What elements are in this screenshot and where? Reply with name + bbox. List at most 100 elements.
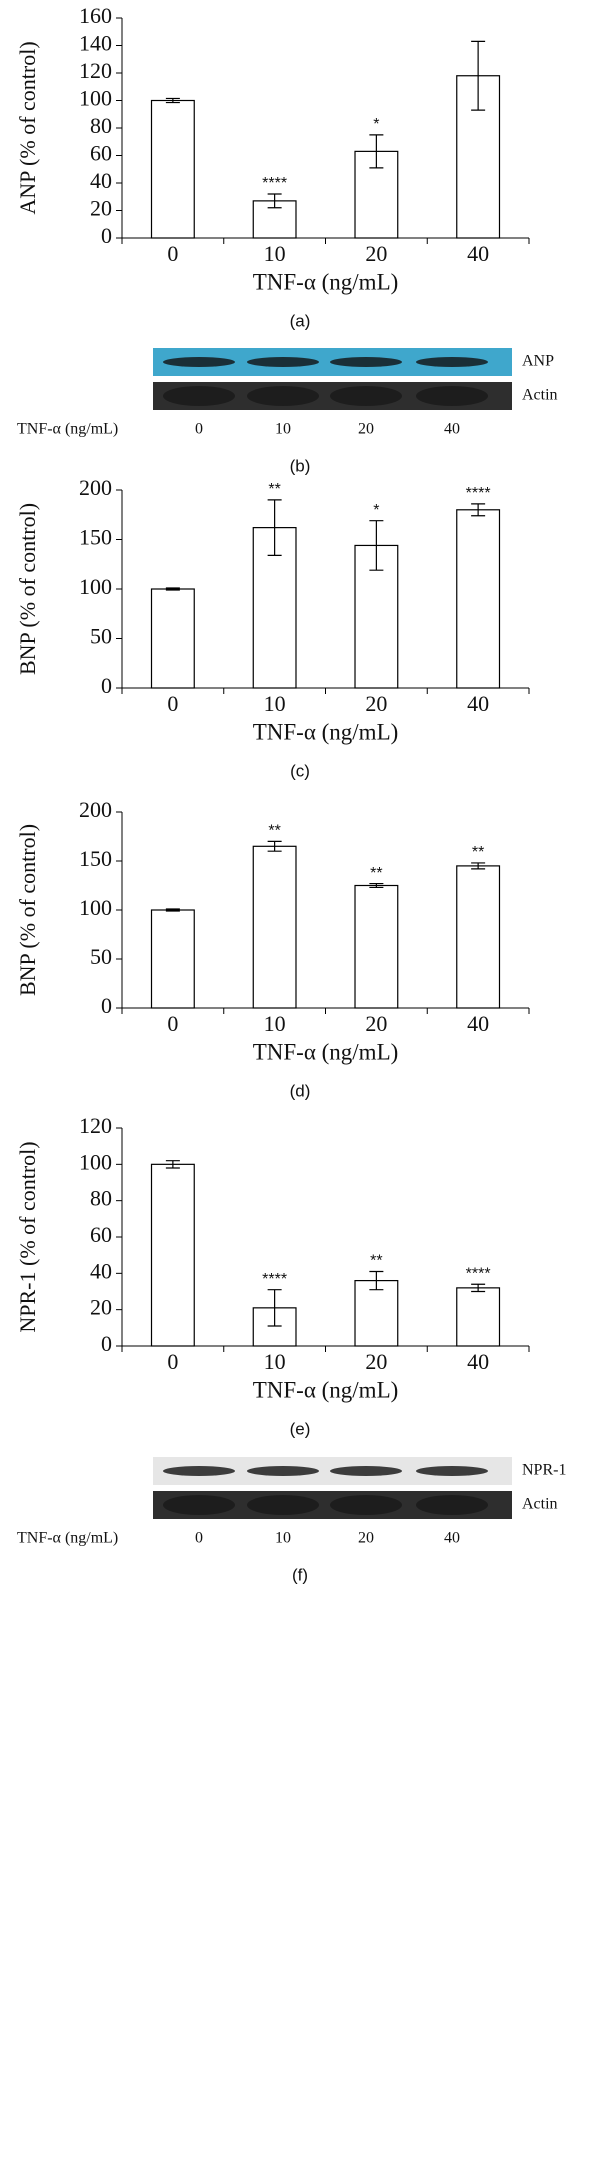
- error-bar: [267, 193, 282, 209]
- y-tick-label: 140: [79, 31, 112, 56]
- error-bar: [471, 40, 486, 111]
- blot-signal: [330, 357, 402, 367]
- lane-label: 0: [195, 421, 203, 438]
- y-tick-label: 200: [79, 797, 112, 822]
- blot-signal: [330, 386, 402, 406]
- significance-label: **: [268, 481, 280, 498]
- bar: [456, 1287, 501, 1347]
- x-axis-label: TNF-α (ng/mL): [253, 1039, 399, 1064]
- bar: [456, 509, 501, 689]
- blot-signal: [416, 1495, 488, 1515]
- blot-signal: [247, 386, 319, 406]
- error-bar: [165, 97, 180, 104]
- blot-signal: [330, 1466, 402, 1476]
- y-tick-label: 60: [90, 1222, 112, 1247]
- caption: (c): [290, 761, 310, 780]
- error-bar: [369, 882, 384, 889]
- y-tick-label: 20: [90, 1295, 112, 1320]
- bar: [150, 1163, 195, 1347]
- significance-label: **: [268, 823, 280, 840]
- y-tick-label: 100: [79, 895, 112, 920]
- blot-signal: [416, 1466, 488, 1476]
- y-tick-label: 50: [90, 624, 112, 649]
- y-axis-label: NPR-1 (% of control): [15, 1141, 40, 1332]
- x-tick-label: 20: [365, 1011, 387, 1036]
- x-tick-label: 40: [467, 691, 489, 716]
- blot-signal: [416, 357, 488, 367]
- bar: [252, 845, 297, 1009]
- error-bar: [165, 908, 180, 912]
- x-tick-label: 0: [167, 691, 178, 716]
- bar: [354, 1279, 399, 1347]
- significance-label: ****: [262, 1271, 287, 1288]
- blot-label: Actin: [522, 387, 558, 404]
- y-tick-label: 200: [79, 475, 112, 500]
- caption: (d): [290, 1081, 311, 1100]
- blot-label: ANP: [522, 353, 554, 370]
- bar: [354, 884, 399, 1009]
- bar: [354, 544, 399, 689]
- blot-label: Actin: [522, 1496, 558, 1513]
- lane-axis-label: TNF-α (ng/mL): [17, 421, 118, 438]
- x-axis-label: TNF-α (ng/mL): [253, 719, 399, 744]
- error-bar: [165, 587, 180, 591]
- y-tick-label: 40: [90, 168, 112, 193]
- caption: (f): [292, 1565, 308, 1584]
- y-tick-label: 150: [79, 525, 112, 550]
- blot-signal: [330, 1495, 402, 1515]
- y-tick-label: 0: [101, 993, 112, 1018]
- y-tick-label: 60: [90, 141, 112, 166]
- x-tick-label: 0: [167, 1011, 178, 1036]
- lane-label: 40: [444, 1530, 460, 1547]
- significance-label: **: [370, 1253, 382, 1270]
- error-bar: [267, 499, 282, 556]
- y-tick-label: 120: [79, 1113, 112, 1138]
- blot-signal: [247, 1495, 319, 1515]
- y-tick-label: 50: [90, 944, 112, 969]
- error-bar: [267, 840, 282, 852]
- blot-signal: [247, 357, 319, 367]
- error-bar: [369, 134, 384, 169]
- significance-label: *: [373, 116, 379, 133]
- x-axis-label: TNF-α (ng/mL): [253, 1377, 399, 1402]
- caption: (b): [290, 456, 311, 475]
- y-tick-label: 120: [79, 58, 112, 83]
- lane-label: 10: [275, 421, 291, 438]
- x-tick-label: 0: [167, 241, 178, 266]
- y-tick-label: 0: [101, 1331, 112, 1356]
- y-axis-label: BNP (% of control): [15, 824, 40, 996]
- bar: [150, 909, 195, 1009]
- caption: (a): [290, 311, 311, 330]
- error-bar: [471, 1283, 486, 1293]
- error-bar: [471, 862, 486, 870]
- x-tick-label: 10: [264, 1011, 286, 1036]
- x-tick-label: 40: [467, 1349, 489, 1374]
- blot-signal: [163, 357, 235, 367]
- significance-label: *: [373, 502, 379, 519]
- x-tick-label: 20: [365, 691, 387, 716]
- y-axis-label: BNP (% of control): [15, 503, 40, 675]
- error-bar: [369, 520, 384, 571]
- blot-signal: [163, 1495, 235, 1515]
- lane-label: 20: [358, 1530, 374, 1547]
- bar: [456, 865, 501, 1009]
- x-tick-label: 40: [467, 1011, 489, 1036]
- lane-label: 20: [358, 421, 374, 438]
- significance-label: **: [472, 844, 484, 861]
- lane-label: 10: [275, 1530, 291, 1547]
- y-tick-label: 160: [79, 3, 112, 28]
- y-tick-label: 150: [79, 846, 112, 871]
- x-tick-label: 10: [264, 241, 286, 266]
- significance-label: ****: [466, 1265, 491, 1282]
- significance-label: ****: [466, 485, 491, 502]
- y-tick-label: 100: [79, 1149, 112, 1174]
- y-tick-label: 40: [90, 1258, 112, 1283]
- y-axis-label: ANP (% of control): [15, 41, 40, 214]
- y-tick-label: 20: [90, 196, 112, 221]
- significance-label: ****: [262, 175, 287, 192]
- error-bar: [165, 1160, 180, 1169]
- y-tick-label: 80: [90, 113, 112, 138]
- error-bar: [369, 1270, 384, 1291]
- lane-axis-label: TNF-α (ng/mL): [17, 1530, 118, 1547]
